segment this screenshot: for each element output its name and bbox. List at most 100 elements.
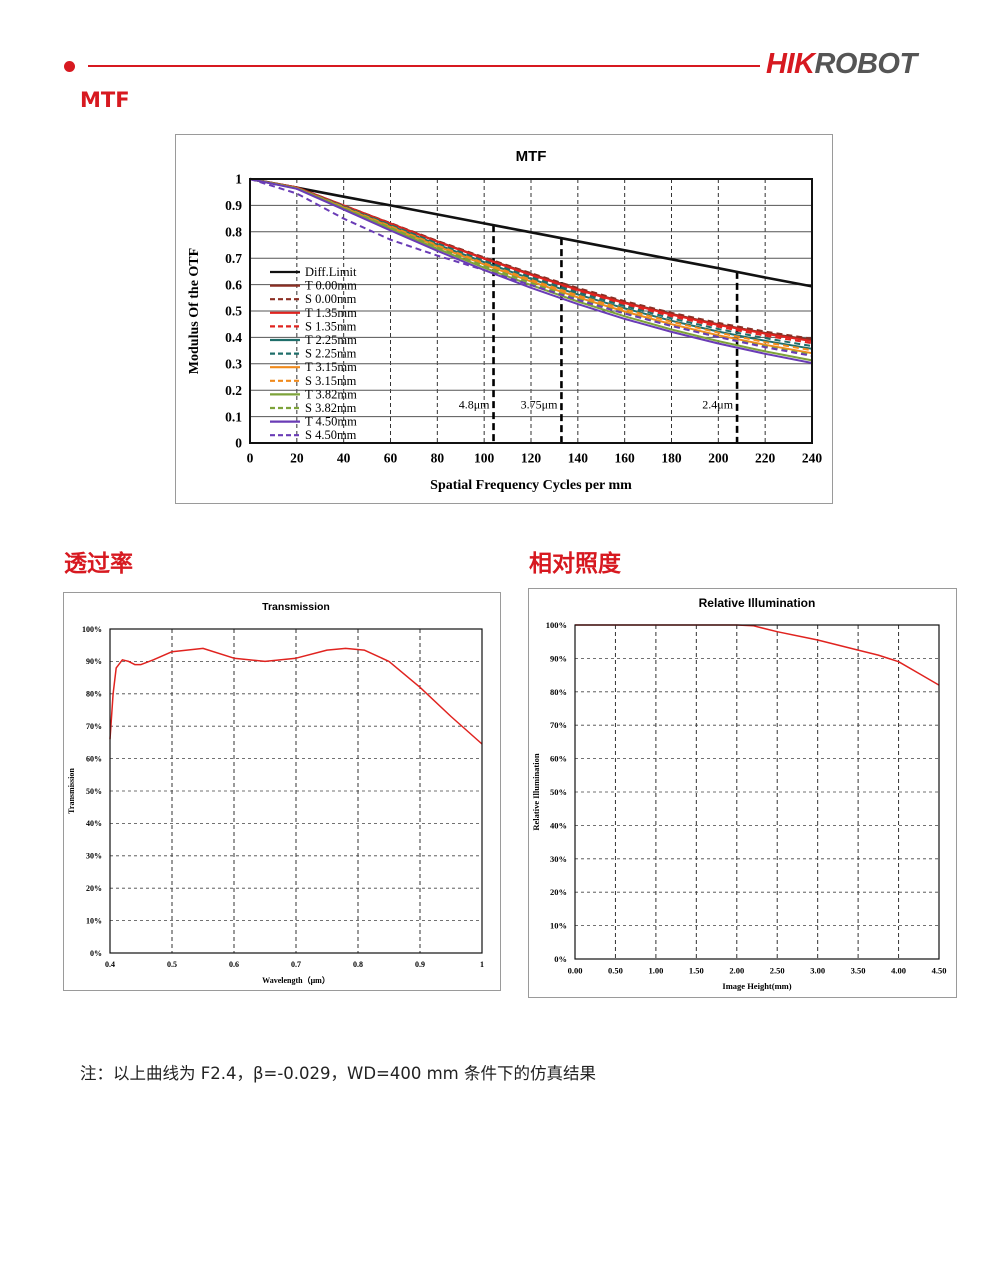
x-tick-label: 0.6: [229, 960, 239, 969]
brand-logo-robot: ROBOT: [814, 48, 917, 80]
legend-label-t-0-00mm: T 0.00mm: [305, 279, 357, 293]
x-tick-label: 1.50: [689, 966, 704, 976]
y-tick-label: 20%: [86, 884, 102, 893]
y-tick-label: 90%: [86, 657, 102, 666]
y-tick-label: 50%: [550, 787, 567, 797]
illumination-chart-frame: Relative Illumination 0.00 0.50 1.00 1.50 2.0…: [528, 588, 957, 998]
y-tick-label: 20%: [550, 887, 567, 897]
x-tick-label: 200: [708, 451, 729, 466]
x-tick-label: 2.50: [770, 966, 785, 976]
series-line-s-0-00mm: [249, 178, 813, 340]
legend-label-diff-limit: Diff.Limit: [305, 265, 357, 279]
legend-label-s-0-00mm: S 0.00mm: [305, 292, 357, 306]
y-tick-label: 30%: [550, 854, 567, 864]
y-tick-label: 0%: [554, 954, 567, 964]
x-tick-label: 0.5: [167, 960, 177, 969]
x-tick-label: 60: [384, 451, 398, 466]
x-tick-label: 140: [568, 451, 589, 466]
legend-label-t-1-35mm: T 1.35mm: [305, 306, 357, 320]
x-axis-label: Wavelength（μm）: [262, 975, 330, 985]
legend-label-s-3-82mm: S 3.82mm: [305, 401, 357, 415]
y-tick-label: 0.3: [225, 357, 242, 372]
section-title-mtf: MTF: [80, 88, 130, 112]
y-tick-label: 100%: [82, 625, 102, 634]
brand-logo-hik: HIK: [766, 48, 815, 80]
series-line-s-2-25mm: [249, 178, 813, 348]
legend-label-t-3-15mm: T 3.15mm: [305, 360, 357, 374]
cutoff-label-4-8-m: 4.8μm: [459, 398, 490, 412]
header-bullet: [64, 61, 75, 72]
plot-area-frame: [574, 624, 940, 960]
x-tick-label: 0.50: [608, 966, 623, 976]
y-tick-label: 0.2: [225, 383, 242, 398]
legend-label-t-2-25mm: T 2.25mm: [305, 333, 357, 347]
legend-label-s-4-50mm: S 4.50mm: [305, 428, 357, 442]
y-tick-label: 0.8: [225, 225, 242, 240]
chart-title: Transmission: [262, 601, 330, 613]
y-tick-label: 100%: [546, 620, 567, 630]
y-tick-label: 40%: [550, 820, 567, 830]
legend-label-s-3-15mm: S 3.15mm: [305, 374, 357, 388]
series-line: [575, 624, 940, 686]
x-tick-label: 120: [521, 451, 542, 466]
x-tick-label: 0.00: [568, 966, 583, 976]
plot-area-frame: [109, 628, 483, 954]
relative-illumination-chart: Relative Illumination 0.00 0.50 1.00 1.50 2.0…: [531, 596, 947, 991]
y-tick-label: 0.4: [225, 330, 242, 345]
x-axis-label: Spatial Frequency Cycles per mm: [430, 478, 632, 493]
x-tick-label: 80: [431, 451, 445, 466]
x-tick-label: 240: [802, 451, 823, 466]
y-tick-label: 1: [235, 172, 242, 187]
y-tick-label: 10%: [550, 921, 567, 931]
brand-logo: HIKROBOT: [766, 48, 917, 81]
chart-title: MTF: [516, 148, 547, 165]
legend-label-s-1-35mm: S 1.35mm: [305, 319, 357, 333]
section-title-transmission: 透过率: [64, 551, 133, 577]
x-tick-label: 4.50: [932, 966, 947, 976]
y-tick-label: 80%: [550, 687, 567, 697]
y-tick-label: 30%: [86, 852, 102, 861]
mtf-chart-frame: MTF 0 20 40 60 80 100 120 140 160 180 200 220 240 0 0.1…: [175, 134, 833, 504]
mtf-chart: MTF 0 20 40 60 80 100 120 140 160 180 200 220 240 0 0.1…: [187, 148, 823, 493]
legend-label-t-3-82mm: T 3.82mm: [305, 387, 357, 401]
cutoff-label-3-75-m: 3.75μm: [521, 398, 558, 412]
footnote: 注：以上曲线为 F2.4，β=-0.029，WD=400 mm 条件下的仿真结果: [80, 1064, 596, 1083]
x-tick-label: 100: [474, 451, 495, 466]
x-tick-label: 0: [247, 451, 254, 466]
y-tick-label: 0.7: [225, 251, 242, 266]
x-tick-label: 2.00: [729, 966, 744, 976]
y-tick-label: 70%: [86, 722, 102, 731]
y-tick-label: 40%: [86, 819, 102, 828]
x-tick-label: 3.50: [851, 966, 866, 976]
section-title-illumination: 相对照度: [529, 551, 621, 577]
chart-title: Relative Illumination: [699, 596, 816, 610]
x-tick-label: 0.7: [291, 960, 301, 969]
x-tick-label: 20: [290, 451, 304, 466]
x-tick-label: 4.00: [891, 966, 906, 976]
y-tick-label: 0.6: [225, 277, 242, 292]
x-tick-label: 0.4: [105, 960, 115, 969]
y-tick-label: 0%: [90, 949, 102, 958]
series-line-t-3-15mm: [249, 178, 813, 355]
y-tick-label: 0.5: [225, 304, 242, 319]
x-tick-label: 3.00: [810, 966, 825, 976]
y-tick-label: 90%: [550, 653, 567, 663]
y-tick-label: 0: [235, 436, 242, 451]
series-line-s-4-50mm: [249, 178, 813, 357]
y-axis-label: Transmission: [67, 768, 76, 814]
x-tick-label: 40: [337, 451, 351, 466]
x-tick-label: 220: [755, 451, 776, 466]
x-tick-label: 0.8: [353, 960, 363, 969]
y-tick-label: 10%: [86, 916, 102, 925]
y-axis-label: Modulus Of the OTF: [187, 248, 202, 374]
legend-label-s-2-25mm: S 2.25mm: [305, 347, 357, 361]
x-tick-label: 1.00: [648, 966, 663, 976]
transmission-chart-frame: Transmission 0.4 0.5 0.6 0.7 0.8 0.9 1 0% 10% 20% 3…: [63, 592, 501, 991]
x-tick-label: 0.9: [415, 960, 425, 969]
y-tick-label: 0.9: [225, 198, 242, 213]
y-tick-label: 60%: [550, 754, 567, 764]
y-tick-label: 50%: [86, 787, 102, 796]
series-line: [109, 647, 483, 745]
series-line-s-1-35mm: [249, 178, 813, 345]
